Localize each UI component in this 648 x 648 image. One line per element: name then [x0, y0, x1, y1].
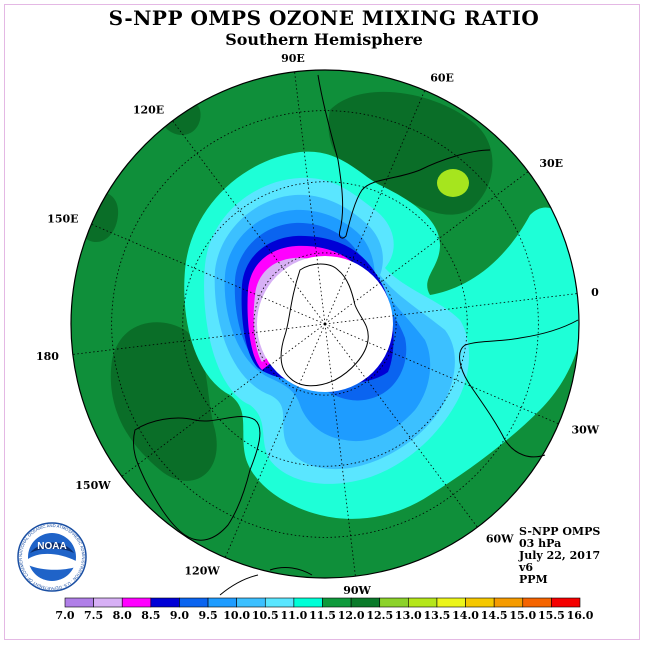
- latitude-circle: [253, 252, 397, 396]
- colorbar-tick-labels: 7.0 7.5 8.0 8.5 9.0 9.5 10.0 10.5 11.0 11.5 12.0 12…: [55, 609, 593, 622]
- latitude-circle: [182, 181, 468, 467]
- band-12-0-region-west: [110, 322, 217, 481]
- colorbar-swatch: [150, 597, 180, 608]
- colorbar-swatch: [350, 597, 381, 608]
- colorbar: [64, 597, 581, 608]
- colorbar-tick-label: 15.0: [509, 609, 536, 622]
- colorbar-swatch: [121, 597, 152, 608]
- colorbar-swatch: [551, 597, 581, 608]
- longitude-label: 150W: [75, 479, 111, 492]
- colorbar-swatch: [179, 597, 209, 608]
- colorbar-swatch: [264, 597, 295, 608]
- ozone-field: [71, 70, 579, 578]
- colorbar-tick-label: 11.5: [309, 609, 336, 622]
- colorbar-swatch: [322, 597, 352, 608]
- africa-coast: [459, 319, 579, 458]
- colorbar-swatch: [465, 597, 495, 608]
- info-level: 03 hPa: [519, 537, 562, 550]
- colorbar-swatch: [293, 597, 323, 608]
- colorbar-tick-label: 7.5: [84, 609, 103, 622]
- colorbar-tick-label: 9.0: [170, 609, 189, 622]
- longitude-label: 120W: [184, 564, 220, 577]
- map-title: S-NPP OMPS OZONE MIXING RATIO: [108, 6, 540, 30]
- longitude-label: 30W: [571, 423, 599, 436]
- longitude-label: 90W: [343, 584, 371, 597]
- logo-noaa-text: NOAA: [37, 541, 66, 552]
- colorbar-tick-label: 13.0: [395, 609, 422, 622]
- figure-frame: [4, 4, 640, 640]
- band-12-5-spot: [437, 169, 469, 197]
- colorbar-tick-label: 8.0: [113, 609, 132, 622]
- noaa-logo: NOAA NATIONAL OCEANIC AND ATMOSPHERIC AD…: [17, 522, 87, 592]
- latitude-circle: [111, 110, 539, 538]
- colorbar-swatch: [93, 597, 123, 608]
- antarctica-coast: [280, 263, 369, 387]
- info-instrument: S-NPP OMPS: [519, 525, 601, 538]
- longitude-label: 30E: [539, 157, 563, 170]
- colorbar-tick-label: 14.0: [452, 609, 479, 622]
- colorbar-tick-label: 16.0: [567, 609, 594, 622]
- longitude-label: 60E: [430, 72, 454, 85]
- colorbar-swatch: [64, 597, 94, 608]
- colorbar-tick-label: 14.5: [481, 609, 508, 622]
- new-zealand-coast: [219, 567, 313, 596]
- colorbar-tick-label: 11.0: [280, 609, 307, 622]
- colorbar-tick-label: 7.0: [55, 609, 74, 622]
- colorbar-swatch: [493, 597, 524, 608]
- colorbar-tick-label: 12.5: [366, 609, 393, 622]
- longitude-label: 90E: [281, 52, 305, 65]
- info-version: v6: [519, 561, 534, 574]
- colorbar-swatch: [522, 597, 552, 608]
- info-units: PPM: [519, 573, 548, 586]
- colorbar-swatch: [379, 597, 409, 608]
- longitude-labels: 90W 60W 30W 0 30E 60E 90E 120E 150E 180 150W 120W: [36, 52, 600, 597]
- colorbar-tick-label: 12.0: [338, 609, 365, 622]
- logo-gull: [28, 553, 76, 570]
- colorbar-tick-label: 10.5: [252, 609, 279, 622]
- info-date: July 22, 2017: [519, 549, 601, 562]
- info-block: S-NPP OMPS 03 hPa July 22, 2017 v6 PPM: [519, 526, 600, 586]
- colorbar-swatch: [436, 597, 466, 608]
- longitude-label: 120E: [133, 104, 164, 117]
- logo-sky: [30, 542, 74, 553]
- colorbar-tick-label: 10.0: [223, 609, 250, 622]
- colorbar-tick-label: 15.5: [538, 609, 565, 622]
- longitude-label: 150E: [47, 213, 78, 226]
- longitude-label: 0: [591, 286, 599, 299]
- colorbar-tick-label: 9.5: [198, 609, 217, 622]
- longitude-label: 180: [36, 350, 59, 363]
- colorbar-tick-label: 8.5: [141, 609, 160, 622]
- graticule: [72, 71, 578, 577]
- colorbar-swatch: [236, 597, 266, 608]
- map-boundary: [70, 69, 580, 579]
- map-subtitle: Southern Hemisphere: [225, 30, 423, 49]
- colorbar-swatch: [408, 597, 438, 608]
- south-america-coast: [317, 74, 491, 239]
- longitude-label: 60W: [486, 532, 514, 545]
- colorbar-tick-label: 13.5: [424, 609, 451, 622]
- colorbar-swatch: [207, 597, 237, 608]
